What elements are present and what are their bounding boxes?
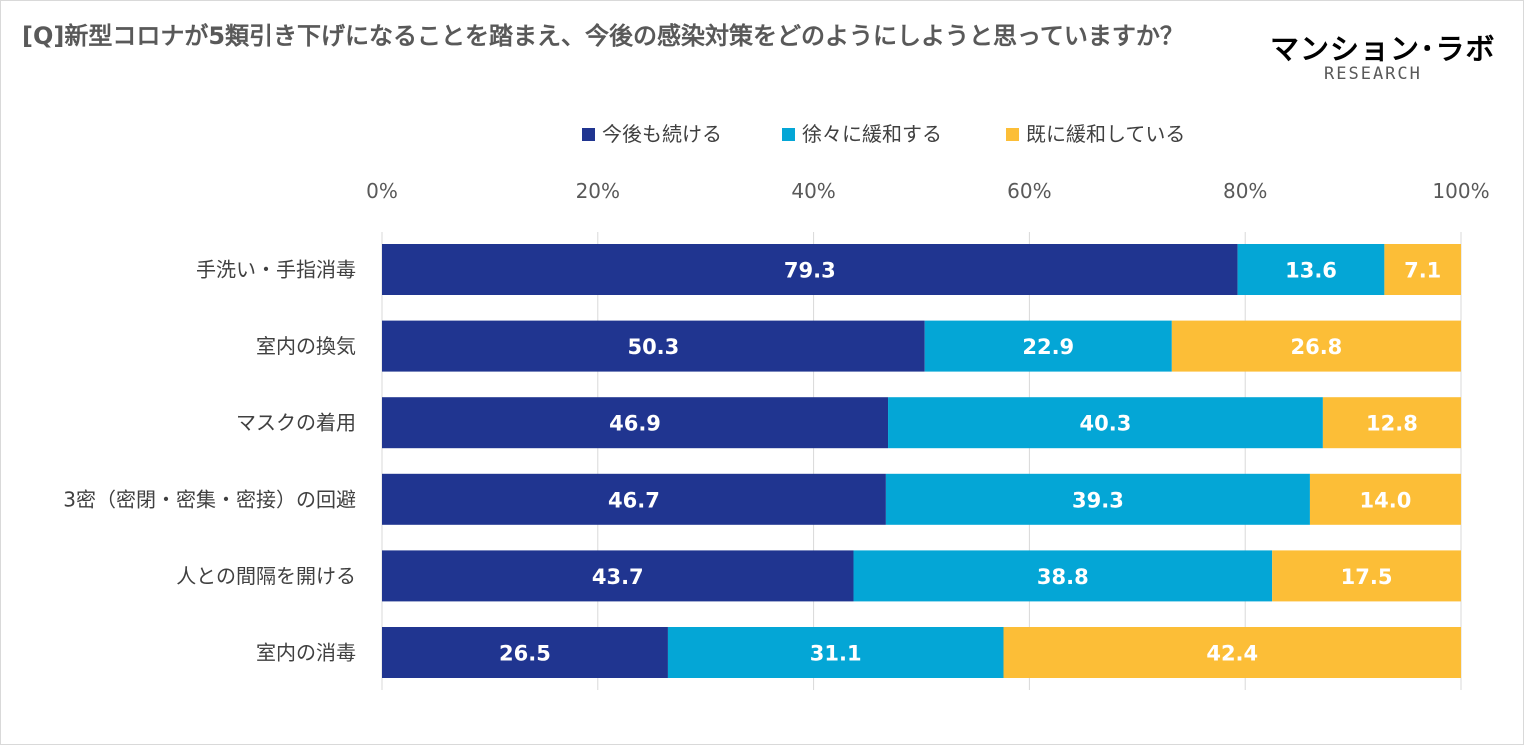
category-label: 室内の消毒 [256,641,356,665]
bar-segment [1384,244,1461,295]
bar-segment [885,473,1310,525]
bar-segment [382,397,889,449]
data-label: 14.0 [1360,488,1412,512]
data-label: 17.5 [1341,565,1393,589]
bar-segment [382,320,925,372]
category-label: 室内の換気 [256,334,356,358]
bar-segment [853,550,1273,602]
logo-sub-text: RESEARCH [1324,64,1422,84]
x-tick-label: 40% [791,179,835,203]
data-label: 7.1 [1404,259,1441,283]
legend-swatch [582,128,595,141]
legend-label: 徐々に緩和する [802,122,942,146]
bar-segment [382,244,1238,295]
data-label: 12.8 [1366,412,1418,436]
bar-segment [382,550,854,602]
data-label: 26.5 [499,642,551,666]
bar-segment [888,397,1323,449]
bar-segment [382,627,668,678]
data-label: 42.4 [1206,642,1258,666]
data-label: 79.3 [784,259,836,283]
x-tick-label: 60% [1007,179,1051,203]
bar-segment [667,627,1004,678]
data-label: 38.8 [1037,565,1089,589]
legend-swatch [782,128,795,141]
x-tick-label: 100% [1432,179,1489,203]
chart-title: [Q]新型コロナが5類引き下げになることを踏まえ、今後の感染対策をどのようにしよ… [22,22,1184,50]
bar-segment [1003,627,1461,678]
legend-label: 今後も続ける [602,122,722,146]
data-label: 22.9 [1022,335,1074,359]
data-label: 13.6 [1285,259,1337,283]
x-tick-label: 20% [576,179,620,203]
data-label: 31.1 [810,642,862,666]
category-label: 手洗い・手指消毒 [196,258,356,282]
data-label: 43.7 [592,565,644,589]
bar-segment [1272,550,1461,602]
legend-swatch [1006,128,1019,141]
data-label: 46.7 [608,488,660,512]
category-label: マスクの着用 [236,411,356,435]
legend-label: 既に緩和している [1026,122,1185,146]
bar-segment [382,473,886,525]
bar-segment [1237,244,1385,295]
bar-segment [1322,397,1461,449]
x-tick-label: 80% [1223,179,1267,203]
brand-logo: マンション･ラボ RESEARCH [1270,26,1500,86]
bar-segment [1171,320,1461,372]
category-label: 3密（密閉・密集・密接）の回避 [63,487,356,511]
data-label: 26.8 [1290,335,1342,359]
data-label: 40.3 [1080,412,1132,436]
x-tick-label: 0% [366,179,398,203]
data-label: 39.3 [1072,488,1124,512]
bar-segment [924,320,1172,372]
bar-segment [1309,473,1461,525]
data-label: 46.9 [609,412,661,436]
data-label: 50.3 [627,335,679,359]
logo-main-text: マンション･ラボ [1270,32,1496,66]
category-label: 人との間隔を開ける [176,564,356,588]
